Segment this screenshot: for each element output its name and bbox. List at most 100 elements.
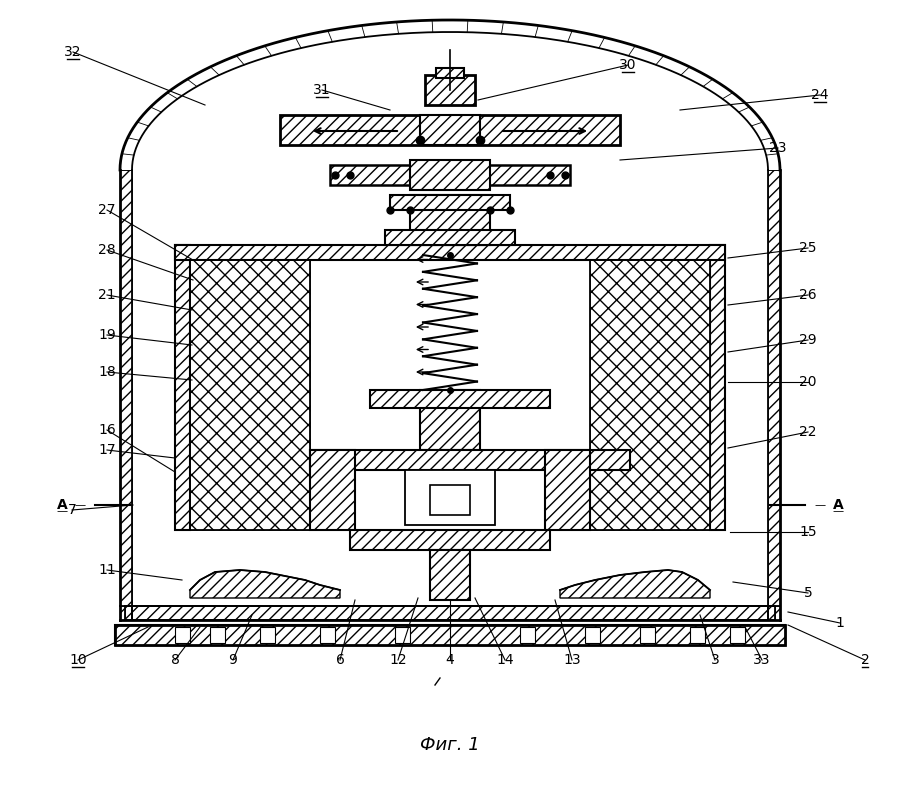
Text: 23: 23: [770, 141, 787, 155]
Text: 13: 13: [563, 653, 580, 667]
Bar: [410, 160, 490, 190]
Text: 16: 16: [98, 423, 116, 437]
Bar: [280, 115, 620, 145]
Text: 30: 30: [619, 58, 637, 72]
Bar: [545, 450, 590, 530]
Bar: [310, 450, 355, 530]
Polygon shape: [560, 570, 710, 598]
Bar: [125, 606, 775, 620]
Bar: [115, 625, 785, 645]
Bar: [120, 606, 780, 620]
Text: 2: 2: [860, 653, 869, 667]
Bar: [436, 68, 464, 78]
Bar: [280, 115, 620, 145]
Text: 10: 10: [69, 653, 86, 667]
Bar: [430, 550, 470, 600]
Bar: [420, 115, 480, 145]
Text: —: —: [814, 500, 825, 510]
Bar: [115, 625, 785, 645]
Bar: [330, 165, 570, 185]
Text: 22: 22: [799, 425, 817, 439]
Bar: [425, 75, 475, 105]
Bar: [190, 260, 310, 530]
Text: 27: 27: [98, 203, 116, 217]
Bar: [690, 627, 705, 643]
Bar: [125, 606, 775, 620]
Bar: [175, 245, 190, 530]
Bar: [420, 115, 480, 145]
Bar: [310, 450, 630, 470]
Text: 20: 20: [799, 375, 817, 389]
Bar: [310, 450, 630, 470]
Bar: [350, 530, 550, 550]
Bar: [405, 470, 495, 525]
Bar: [385, 230, 515, 245]
Text: 5: 5: [804, 586, 813, 600]
Text: 15: 15: [799, 525, 817, 539]
Bar: [390, 195, 510, 210]
Text: —: —: [75, 500, 86, 510]
Bar: [310, 450, 355, 530]
Text: 26: 26: [799, 288, 817, 302]
Bar: [520, 627, 535, 643]
Bar: [320, 627, 335, 643]
Text: 1: 1: [835, 616, 844, 630]
Bar: [175, 627, 190, 643]
Text: 18: 18: [98, 365, 116, 379]
Bar: [430, 550, 470, 600]
Text: 29: 29: [799, 333, 817, 347]
Bar: [115, 625, 785, 645]
Bar: [730, 627, 745, 643]
Bar: [436, 68, 464, 78]
Text: 9: 9: [229, 653, 238, 667]
Text: 24: 24: [811, 88, 829, 102]
Bar: [545, 450, 590, 530]
Bar: [175, 245, 725, 260]
Bar: [420, 390, 480, 450]
Text: 8: 8: [171, 653, 179, 667]
Text: 19: 19: [98, 328, 116, 342]
Bar: [710, 245, 725, 530]
Text: —: —: [832, 506, 843, 516]
Text: 4: 4: [446, 653, 454, 667]
Bar: [330, 165, 570, 185]
Bar: [115, 625, 785, 645]
Bar: [590, 260, 710, 530]
Text: —: —: [57, 506, 68, 516]
Bar: [410, 195, 490, 245]
Text: 7: 7: [68, 503, 76, 517]
Bar: [175, 245, 190, 530]
Bar: [260, 627, 275, 643]
Bar: [585, 627, 600, 643]
Bar: [210, 627, 225, 643]
Bar: [120, 170, 132, 620]
Bar: [395, 627, 410, 643]
Bar: [370, 390, 550, 408]
Bar: [190, 260, 310, 530]
Text: 3: 3: [711, 653, 719, 667]
Bar: [410, 195, 490, 245]
Text: Фиг. 1: Фиг. 1: [420, 736, 480, 754]
Bar: [175, 245, 725, 260]
Text: 28: 28: [98, 243, 116, 257]
Text: 21: 21: [98, 288, 116, 302]
Text: 6: 6: [336, 653, 345, 667]
Bar: [710, 245, 725, 530]
Bar: [385, 230, 515, 245]
Bar: [350, 530, 550, 550]
Text: 32: 32: [64, 45, 82, 59]
Text: 25: 25: [799, 241, 817, 255]
Bar: [370, 390, 550, 408]
Text: 33: 33: [753, 653, 770, 667]
Text: 14: 14: [496, 653, 514, 667]
Text: А: А: [832, 498, 843, 512]
Text: А: А: [57, 498, 68, 512]
Text: 11: 11: [98, 563, 116, 577]
Bar: [640, 627, 655, 643]
Text: 12: 12: [389, 653, 407, 667]
Text: 17: 17: [98, 443, 116, 457]
Bar: [390, 195, 510, 210]
Bar: [425, 75, 475, 105]
Bar: [420, 390, 480, 450]
Bar: [590, 260, 710, 530]
